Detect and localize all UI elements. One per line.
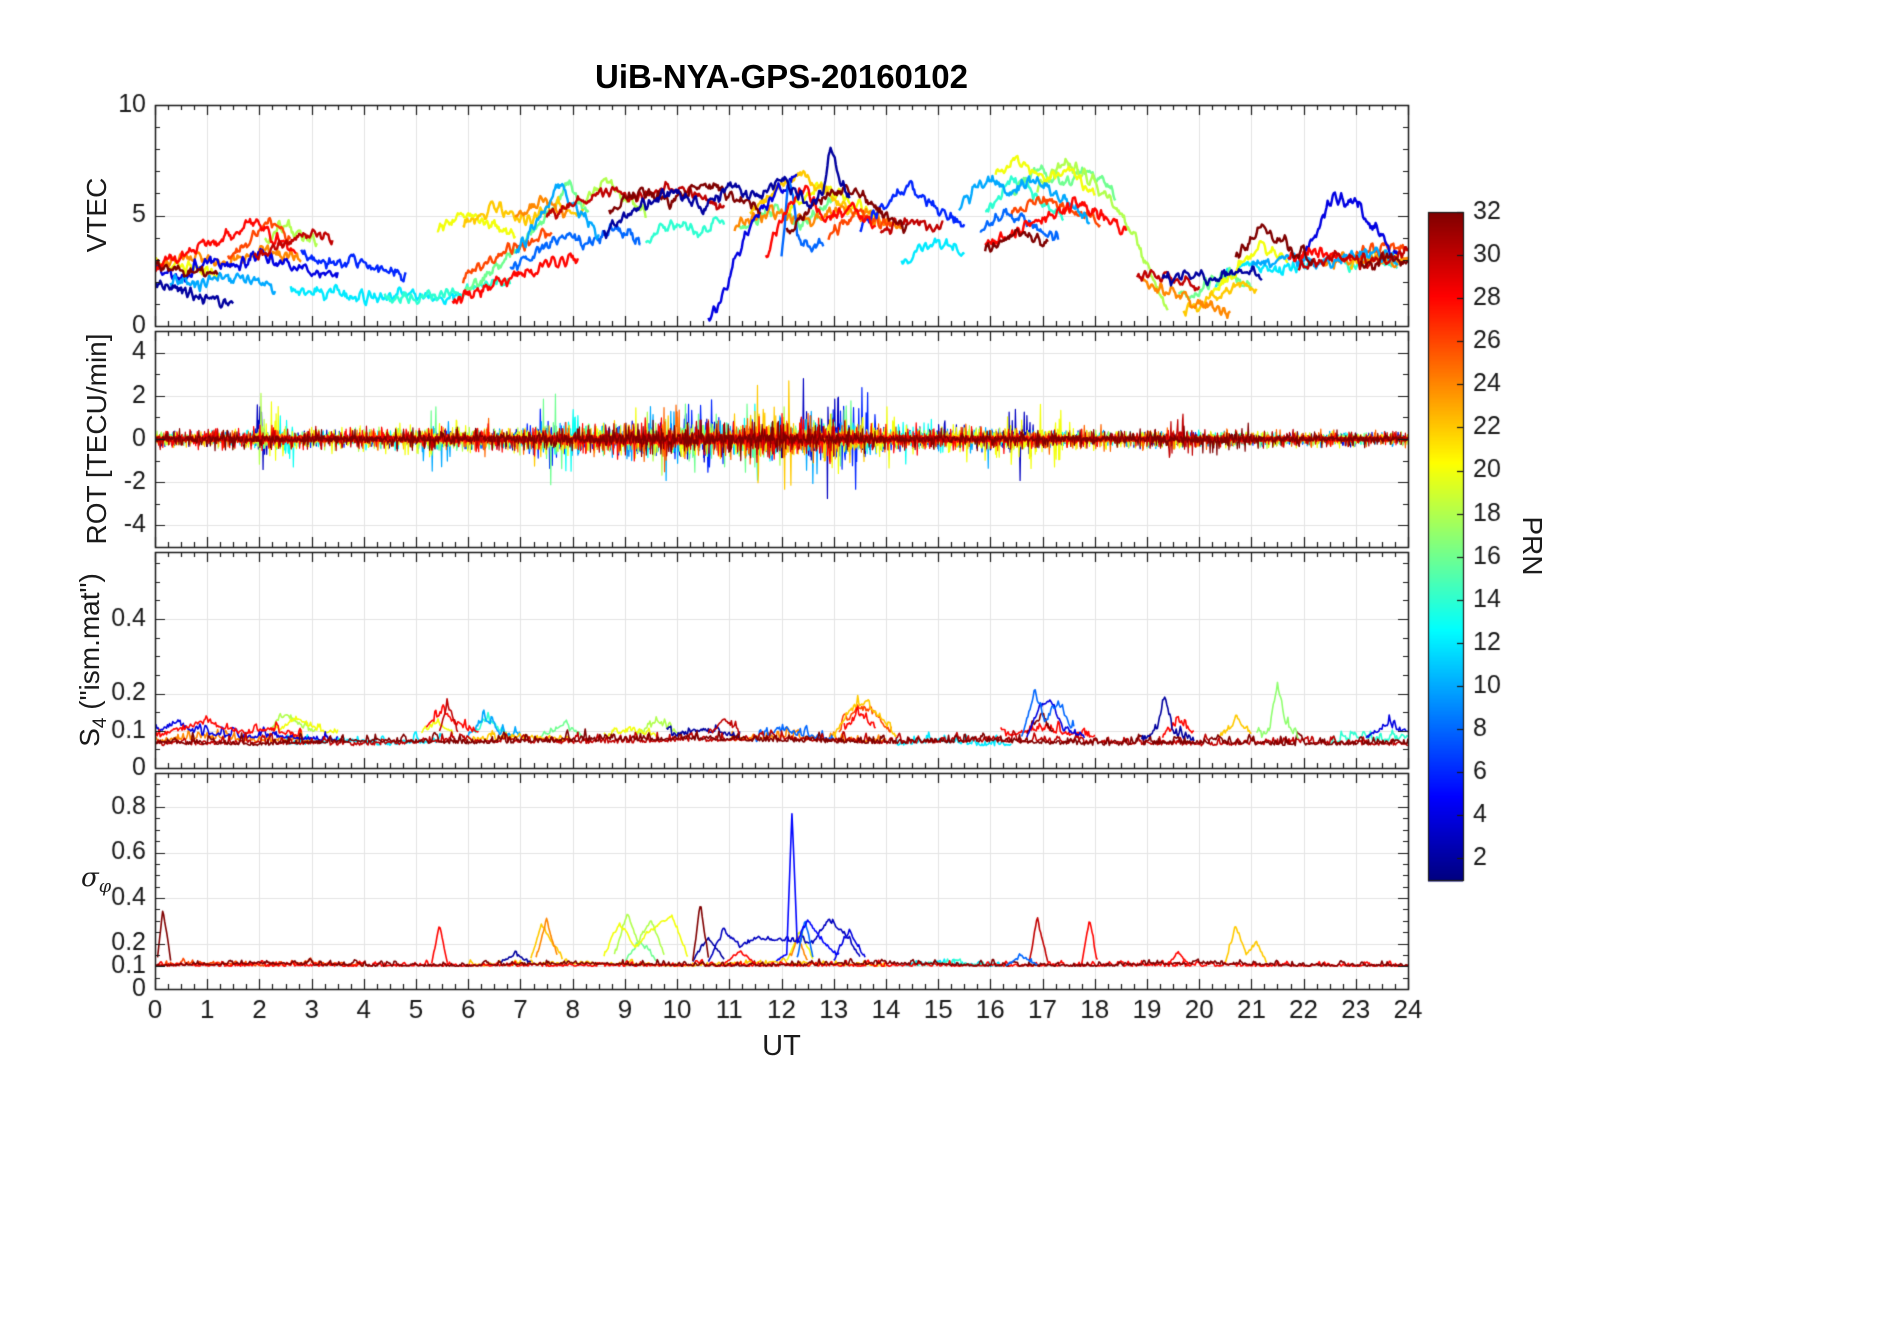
- rot-axis-label: ROT [TECU/min]: [81, 333, 112, 545]
- prn-colorbar-label: PRN: [1517, 516, 1548, 576]
- vtec-axis-label: VTEC: [81, 177, 112, 253]
- chart-title: UiB-NYA-GPS-20160102: [595, 58, 968, 95]
- s4-axis-label: S4 ("ism.mat"): [74, 573, 111, 747]
- sigma-phi-axis-label: σφ: [80, 862, 112, 898]
- x-axis-label: UT: [762, 1030, 801, 1062]
